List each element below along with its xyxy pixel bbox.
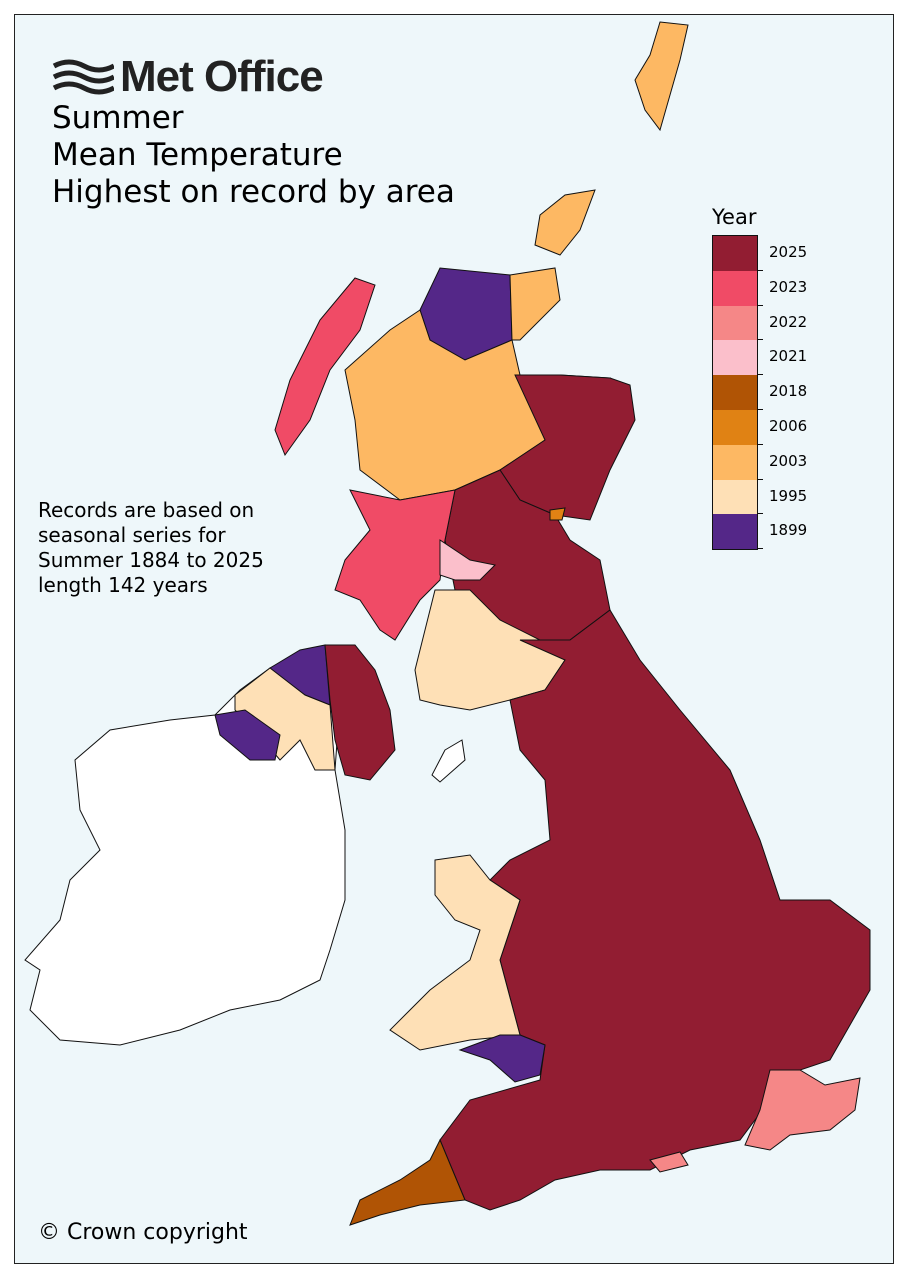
logo-text: Met Office xyxy=(120,52,324,101)
note-line: length 142 years xyxy=(38,573,208,597)
legend-label-2003: 2003 xyxy=(769,451,808,470)
region xyxy=(389,854,521,1051)
legend-swatch-2006 xyxy=(713,409,757,445)
legend-label-2006: 2006 xyxy=(769,417,808,435)
waves-icon xyxy=(52,59,114,95)
records-note: Records are based on seasonal series for… xyxy=(38,498,264,598)
legend-tick xyxy=(758,443,763,445)
legend-tick xyxy=(758,409,763,410)
title-line-1: Summer xyxy=(52,100,184,136)
legend-tick xyxy=(758,339,763,341)
region xyxy=(349,1138,466,1226)
legend-label-2022: 2022 xyxy=(769,312,808,331)
legend-label-1995: 1995 xyxy=(769,486,808,505)
legend-tick xyxy=(758,374,763,376)
region xyxy=(534,189,596,256)
legend-swatch-2021 xyxy=(713,340,757,376)
legend-tick xyxy=(758,304,763,306)
region xyxy=(649,1151,689,1173)
region xyxy=(549,507,566,521)
region xyxy=(334,489,456,641)
legend-label-2018: 2018 xyxy=(769,382,808,401)
legend-colorbar xyxy=(712,235,758,551)
legend-swatch-2025 xyxy=(713,236,757,271)
legend-label-2025: 2025 xyxy=(769,243,808,261)
copyright: © Crown copyright xyxy=(38,1220,248,1245)
isle-of-man xyxy=(431,739,466,783)
region xyxy=(274,277,376,457)
legend-label-2023: 2023 xyxy=(769,277,808,296)
region xyxy=(439,609,871,1211)
region xyxy=(439,539,497,581)
region xyxy=(634,21,689,132)
region xyxy=(509,267,561,341)
legend-tick xyxy=(758,478,763,480)
legend-tick xyxy=(758,548,763,550)
legend-label-1899: 1899 xyxy=(769,521,808,540)
legend-swatch-2022 xyxy=(713,305,757,341)
region xyxy=(499,374,636,521)
title-line-3: Highest on record by area xyxy=(52,174,455,210)
legend-tick xyxy=(758,269,763,271)
region xyxy=(744,1069,861,1151)
region xyxy=(458,1034,546,1083)
legend-swatch-2003 xyxy=(713,444,757,480)
note-line: Records are based on xyxy=(38,498,255,522)
legend-swatch-1995 xyxy=(713,479,757,515)
region xyxy=(214,709,281,761)
met-office-logo: Met Office xyxy=(52,52,324,102)
legend-label-2021: 2021 xyxy=(769,347,808,366)
legend-tick xyxy=(758,513,763,515)
legend-title: Year xyxy=(712,205,757,229)
note-line: Summer 1884 to 2025 xyxy=(38,548,264,572)
legend-swatch-1899 xyxy=(713,514,757,550)
title-line-2: Mean Temperature xyxy=(52,137,343,173)
legend-swatch-2018 xyxy=(713,375,757,410)
legend-swatch-2023 xyxy=(713,270,757,306)
region xyxy=(324,644,396,781)
note-line: seasonal series for xyxy=(38,523,226,547)
